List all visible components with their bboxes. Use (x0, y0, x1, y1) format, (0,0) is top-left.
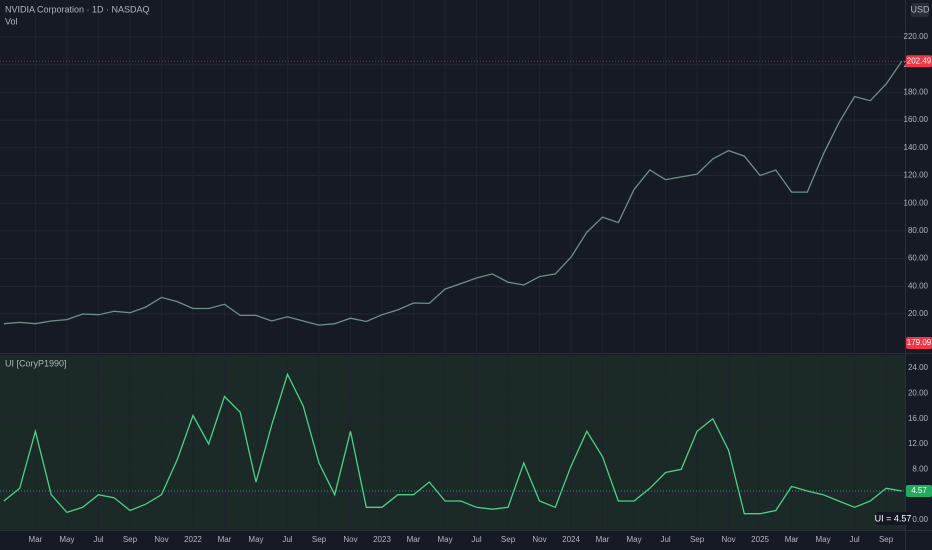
x-tick-label: Sep (879, 535, 894, 544)
x-tick-label: Jul (282, 535, 292, 544)
symbol-title: NVIDIA Corporation · 1D · NASDAQ (5, 4, 150, 14)
x-tick-label: Jul (471, 535, 481, 544)
y-tick-label: 16.00 (908, 414, 929, 423)
x-tick-label: May (59, 535, 74, 544)
data-line (3, 372, 902, 515)
indicator-pane (0, 355, 905, 530)
x-tick-label: 2022 (184, 535, 202, 544)
last-value-badge (906, 485, 932, 498)
x-tick-label: 2024 (562, 535, 580, 544)
y-tick-label: 60.00 (908, 254, 929, 263)
x-tick-label: Nov (154, 535, 168, 544)
last-value-label: 4.57 (911, 486, 927, 495)
x-tick-label: May (437, 535, 452, 544)
last-value-badge (906, 55, 932, 68)
y-tick-label: 160.00 (904, 115, 929, 124)
x-tick-label: Nov (532, 535, 546, 544)
x-tick-label: 2023 (373, 535, 391, 544)
y-tick-label: 120.00 (904, 171, 929, 180)
x-tick-label: Mar (218, 535, 232, 544)
y-tick-label: 180.00 (904, 88, 929, 97)
x-tick-label: Nov (343, 535, 357, 544)
x-tick-label: Jul (849, 535, 859, 544)
volume-label: Vol (5, 16, 18, 26)
x-tick-label: Sep (501, 535, 516, 544)
volume-badge: 179.09 (907, 338, 932, 347)
x-tick-label: Sep (690, 535, 705, 544)
y-tick-label: 12.00 (908, 439, 929, 448)
y-tick-label: 100.00 (904, 198, 929, 207)
y-tick-label: 8.00 (912, 464, 928, 473)
x-tick-label: May (626, 535, 641, 544)
volume-badge-box (906, 337, 932, 349)
readout-box (876, 512, 910, 525)
data-line (3, 60, 903, 326)
indicator-readout: UI = 4.57 (875, 513, 912, 523)
y-tick-label: 80.00 (908, 226, 929, 235)
x-tick-label: May (248, 535, 263, 544)
y-tick-label: 24.00 (908, 363, 929, 372)
currency[interactable]: USD (910, 4, 930, 14)
last-value-label: 202.49 (907, 56, 932, 65)
y-tick-label: 0.00 (912, 515, 928, 524)
y-tick-label: 40.00 (908, 281, 929, 290)
x-tick-label: Mar (407, 535, 421, 544)
x-tick-label: Jul (660, 535, 670, 544)
currency-box[interactable] (911, 3, 929, 17)
indicator-label: UI [CoryP1990] (5, 358, 67, 368)
x-tick-label: Sep (123, 535, 138, 544)
y-tick-label: 220.00 (904, 32, 929, 41)
x-tick-label: Sep (312, 535, 327, 544)
y-tick-label: 20.00 (908, 388, 929, 397)
x-tick-label: Mar (29, 535, 43, 544)
y-tick-label: 140.00 (904, 143, 929, 152)
y-tick-label: 20.00 (908, 309, 929, 318)
x-tick-label: Jul (93, 535, 103, 544)
x-tick-label: Nov (721, 535, 735, 544)
x-tick-label: May (816, 535, 831, 544)
x-tick-label: Mar (596, 535, 610, 544)
x-tick-label: Mar (785, 535, 799, 544)
x-tick-label: 2025 (751, 535, 769, 544)
